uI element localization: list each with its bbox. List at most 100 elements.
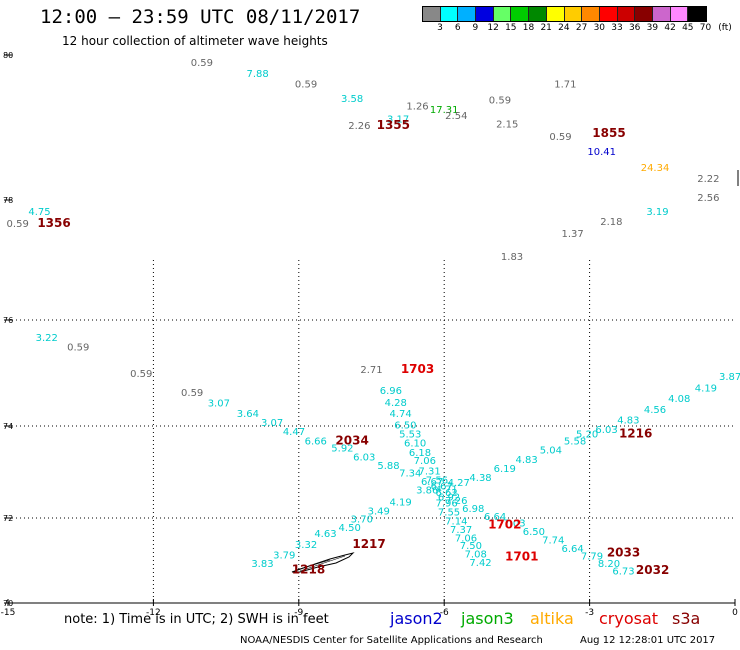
colorbar-swatch	[652, 7, 671, 21]
wave-height-label: 5.53	[399, 430, 421, 441]
wave-height-label: 0.59	[7, 219, 29, 230]
wave-height-label: 4.27	[448, 478, 470, 489]
wave-height-label: 7.37	[450, 525, 472, 536]
wave-height-label: 6.03	[595, 425, 617, 436]
colorbar-swatch	[458, 7, 477, 21]
wave-height-label: 3.07	[208, 398, 230, 409]
wave-height-label: 2.54	[445, 111, 467, 122]
pass-time-label: 2033	[607, 545, 640, 559]
wave-height-label: 4.83	[617, 415, 639, 426]
colorbar-swatch	[617, 7, 636, 21]
wave-height-label: 6.03	[353, 453, 375, 464]
pass-time-label: 1218	[292, 562, 325, 576]
wave-height-label: 1.71	[554, 80, 576, 91]
wave-height-label: 5.04	[540, 446, 562, 457]
pass-time-label: 1216	[619, 427, 652, 441]
legend-entry-cryosat: cryosat	[599, 609, 659, 628]
wave-height-label: 0.59	[549, 132, 571, 143]
wave-height-label: 3.22	[36, 333, 58, 344]
colorbar-label: 30	[593, 23, 606, 33]
wave-height-label: 6.96	[380, 386, 402, 397]
colorbar-swatch	[423, 7, 441, 21]
wave-height-label: 4.50	[339, 523, 361, 534]
colorbar-label: 39	[646, 23, 659, 33]
wave-height-label: 2.22	[697, 174, 719, 185]
colorbar-label: 6	[454, 23, 461, 33]
wave-height-label: 3.17	[387, 114, 409, 125]
wave-height-label: 6.50	[523, 527, 545, 538]
wave-height-label: 0.59	[489, 96, 511, 107]
wave-height-label: 1.83	[501, 252, 523, 263]
wave-height-label: 4.47	[283, 427, 305, 438]
wave-height-label: 7.14	[445, 516, 467, 527]
colorbar-label: 3	[437, 23, 443, 33]
colorbar-label: 45	[682, 23, 694, 33]
colorbar	[422, 6, 707, 22]
colorbar-label: 24	[558, 23, 570, 33]
colorbar-label: 21	[540, 23, 552, 33]
wave-height-label: 3.70	[351, 514, 373, 525]
longitude-label: -6	[440, 608, 449, 618]
latitude-label: 80	[3, 51, 13, 60]
wave-height-label: 3.58	[341, 94, 363, 105]
longitude-label: -3	[585, 608, 594, 618]
wave-height-label: 3.49	[368, 506, 390, 517]
colorbar-swatch	[688, 7, 706, 21]
colorbar-swatch	[635, 7, 653, 21]
wave-height-label: 5.88	[377, 461, 399, 472]
pass-time-label: 1217	[352, 537, 385, 551]
wave-height-label: 4.56	[644, 405, 666, 416]
wave-height-label: 7.06	[455, 533, 477, 544]
colorbar-label: 70	[699, 23, 712, 33]
wave-height-label: 7.50	[460, 541, 482, 552]
wave-height-label: 7.55	[438, 508, 460, 519]
wave-height-label: 6.10	[404, 439, 426, 450]
wave-height-label: 7.96	[435, 499, 457, 510]
wave-height-label: 2.71	[360, 365, 382, 376]
wave-height-label: 4.19	[695, 384, 717, 395]
wave-height-label: 8.20	[598, 559, 620, 570]
colorbar-swatch	[440, 7, 459, 21]
wave-height-label: 0.59	[67, 343, 89, 354]
colorbar-label: 42	[664, 23, 676, 33]
wave-height-label: 2.18	[600, 217, 622, 228]
wave-height-label: 3.87	[719, 372, 740, 383]
legend-entry-altika: altika	[530, 609, 574, 628]
longitude-label: 0	[732, 608, 738, 618]
wave-height-label: 5.92	[331, 443, 353, 454]
wave-height-label: 6.73	[612, 567, 634, 578]
wave-height-label: 0.59	[295, 80, 317, 91]
wave-height-label: 6.18	[409, 448, 431, 459]
wave-height-label: 3.32	[295, 540, 317, 551]
pass-time-label: 1855	[592, 126, 625, 140]
colorbar-swatch	[599, 7, 618, 21]
colorbar-label: 12	[487, 23, 499, 33]
wave-height-label: 4.28	[385, 398, 407, 409]
latitude-label: 78	[3, 196, 13, 205]
latitude-label: 70	[3, 599, 13, 608]
wave-height-label: 5.20	[576, 430, 598, 441]
wave-height-label: 0.59	[181, 388, 203, 399]
colorbar-unit: (ft)	[718, 23, 732, 33]
wave-height-label: 6.67	[431, 481, 453, 492]
legend-entry-jason3: jason3	[461, 609, 514, 628]
wave-height-label: 6.62	[435, 488, 457, 499]
wave-height-label: 24.34	[641, 163, 670, 174]
wave-height-label: 3.07	[261, 418, 283, 429]
colorbar-swatch	[493, 7, 512, 21]
wave-height-label: 4.38	[469, 473, 491, 484]
wave-height-label: 17.31	[430, 105, 459, 116]
pass-time-label: 1355	[377, 118, 410, 132]
wave-height-label: 1.37	[562, 229, 584, 240]
wave-height-label: 6.64	[562, 544, 584, 555]
wave-height-label: 1.26	[406, 101, 428, 112]
wave-height-label: 5.58	[564, 436, 586, 447]
colorbar-swatch	[670, 7, 689, 21]
legend-entry-s3a: s3a	[672, 609, 701, 628]
jan-mayen-island	[291, 552, 355, 573]
pass-time-label: 1701	[505, 550, 538, 564]
colorbar-label: 15	[505, 23, 517, 33]
wave-height-label: 6.66	[305, 436, 327, 447]
wave-height-label: 4.08	[668, 394, 690, 405]
wave-height-label: 7.26	[445, 496, 467, 507]
